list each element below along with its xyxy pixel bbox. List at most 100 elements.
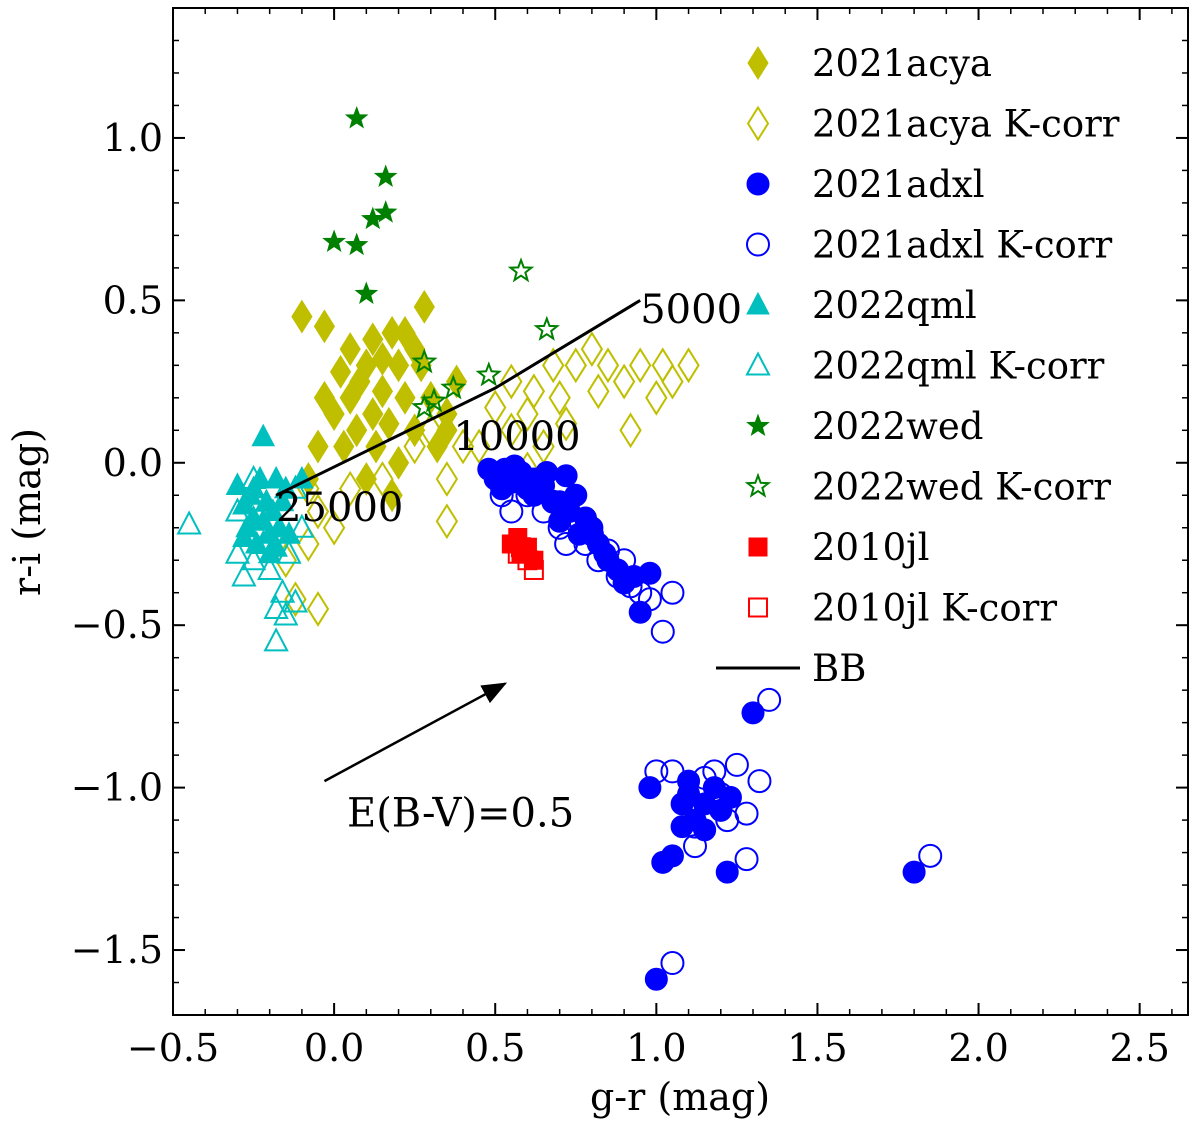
data-point — [269, 578, 296, 603]
x-tick-label: −0.5 — [127, 1026, 219, 1070]
data-point — [902, 860, 926, 884]
data-point — [619, 412, 642, 449]
data-point — [362, 397, 384, 431]
data-point — [224, 539, 251, 564]
data-point — [232, 524, 256, 547]
data-point — [637, 587, 662, 612]
data-point — [313, 380, 336, 415]
blackbody-line — [275, 299, 641, 497]
data-point — [507, 257, 535, 283]
legend-marker — [745, 351, 771, 376]
data-point — [354, 281, 379, 304]
data-point — [306, 493, 330, 530]
legend-label: 2022wed K-corr — [812, 466, 1111, 509]
legend-entry-2021adxl: 2021adxl — [746, 163, 985, 206]
series-2010jl-k-corr — [507, 537, 544, 580]
data-point — [651, 347, 674, 384]
data-point — [683, 834, 707, 859]
legend-label: 2021acya K-corr — [812, 103, 1120, 146]
legend-entry-2022qml: 2022qml — [746, 284, 977, 327]
legend-marker — [744, 472, 772, 498]
plot-frame — [172, 7, 1189, 1016]
data-point — [322, 229, 346, 252]
data-point — [523, 559, 544, 580]
data-point — [503, 454, 527, 478]
data-point — [596, 347, 620, 384]
legend-entry-bb: BB — [716, 647, 866, 690]
data-point — [435, 461, 459, 497]
data-point — [724, 752, 749, 777]
data-point — [564, 483, 588, 507]
data-point — [247, 487, 273, 512]
data-point — [509, 467, 533, 492]
data-point — [650, 619, 675, 644]
data-point — [313, 309, 336, 344]
data-point — [420, 387, 448, 413]
data-point — [329, 354, 352, 389]
data-point — [533, 315, 560, 341]
x-tick-label: 2.0 — [948, 1026, 1008, 1070]
data-point — [436, 413, 458, 448]
data-point — [645, 379, 668, 416]
data-point — [373, 164, 398, 187]
data-point — [445, 364, 468, 399]
legend-label: 2022qml — [812, 284, 977, 327]
data-point — [306, 591, 330, 627]
data-point — [251, 423, 276, 447]
data-point — [387, 445, 410, 480]
data-point — [490, 477, 514, 501]
data-point — [282, 588, 309, 613]
y-tick-label: −1.0 — [71, 766, 163, 810]
axis-ticks: −0.5 0.0 0.5 1.0 1.5 2.0 2.5 1.0 0.5 0.0 −0.5 −1.0 −… — [71, 7, 1188, 1070]
data-point — [270, 488, 295, 512]
legend-marker — [746, 413, 770, 437]
data-point — [677, 782, 701, 806]
data-point — [257, 555, 283, 580]
data-point — [371, 341, 394, 376]
data-point — [467, 428, 491, 465]
legend-label: BB — [812, 647, 866, 690]
data-point — [757, 687, 782, 712]
data-point — [344, 232, 369, 256]
data-point — [307, 429, 329, 464]
x-tick-label: 1.0 — [626, 1026, 686, 1070]
data-point — [276, 539, 302, 564]
data-point — [661, 363, 684, 400]
legend-entry-2010jl-k-corr: 2010jl K-corr — [748, 587, 1057, 630]
data-point — [541, 489, 566, 514]
data-point — [612, 363, 636, 400]
data-point — [411, 348, 438, 374]
data-point — [918, 843, 943, 868]
legend-label: 2021adxl K-corr — [812, 224, 1113, 267]
data-point — [644, 967, 668, 991]
data-point — [708, 782, 733, 807]
legend-label: 2021adxl — [812, 163, 985, 206]
data-point — [500, 412, 523, 449]
legend-marker — [747, 46, 769, 80]
legend-entry-2022wed-k-corr: 2022wed K-corr — [744, 466, 1111, 509]
series-2022qml-k-corr — [176, 464, 315, 652]
data-point — [250, 529, 276, 554]
legend-marker — [746, 105, 770, 142]
data-point — [500, 363, 523, 400]
data-point — [225, 472, 250, 496]
data-point — [531, 499, 556, 524]
y-tick-label: −0.5 — [71, 603, 163, 647]
reddening-arrow — [323, 682, 508, 783]
data-point — [683, 814, 707, 839]
data-point — [629, 347, 652, 384]
data-point — [240, 464, 267, 490]
data-point — [435, 503, 459, 540]
data-point — [413, 289, 435, 324]
data-point — [563, 509, 588, 534]
legend-entry-2021acya-k-corr: 2021acya K-corr — [746, 103, 1120, 146]
data-point — [548, 379, 571, 416]
data-point — [677, 347, 700, 384]
data-point — [515, 483, 540, 508]
data-point — [554, 464, 578, 488]
data-point — [387, 348, 410, 383]
data-point — [362, 322, 384, 357]
data-point — [644, 759, 669, 784]
data-point — [586, 548, 611, 573]
data-point — [702, 759, 727, 784]
